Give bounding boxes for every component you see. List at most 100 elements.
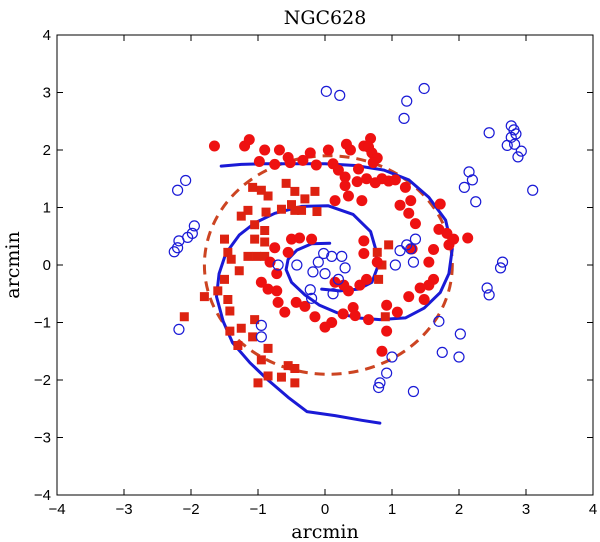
red-square-point (310, 186, 320, 196)
red-square-point (243, 205, 253, 215)
red-square-point (256, 185, 266, 195)
blue-open-circle-point (173, 235, 185, 247)
blue-open-circle-point (436, 346, 448, 358)
red-circle-point (403, 207, 415, 219)
blue-open-circle-point (188, 220, 200, 232)
blue-open-circle-point (494, 262, 507, 274)
blue-open-circle-point (409, 233, 422, 245)
blue-open-circle-point (401, 239, 413, 251)
blue-open-circle-point (418, 82, 430, 95)
red-circle-point (310, 159, 322, 171)
blue-open-circle-point (320, 85, 332, 97)
blue-open-circle-point (501, 139, 513, 151)
red-circle-point (389, 174, 401, 186)
red-square-point (261, 207, 271, 217)
red-square-point (290, 186, 300, 196)
red-square-point (312, 207, 322, 217)
x-tick-label: 3 (522, 501, 530, 518)
red-circle-point (294, 232, 306, 244)
red-square-point (380, 312, 390, 322)
blue-open-circle-point (312, 256, 324, 268)
chart-title: NGC628 (284, 7, 367, 29)
y-tick-label: 2 (43, 142, 51, 159)
red-square-point (213, 286, 223, 296)
red-circle-point (363, 314, 375, 326)
red-circle-point (448, 233, 460, 245)
blue-open-circle-point (433, 315, 445, 327)
red-circle-point (208, 140, 220, 152)
red-circle-point (279, 306, 291, 318)
red-circle-point (273, 144, 285, 156)
red-square-point (290, 205, 300, 215)
red-circle-point (329, 195, 341, 207)
blue-open-circle-point (509, 138, 521, 150)
red-square-point (263, 343, 273, 353)
red-square-point (233, 341, 243, 350)
y-tick-label: −4 (34, 487, 51, 504)
blue-open-circle-point (327, 288, 339, 300)
ellipse-fit-dashed (202, 154, 454, 376)
red-circle-point (322, 144, 334, 156)
red-square-point (283, 361, 293, 371)
plot-frame (56, 34, 594, 496)
blue-open-circle-point (398, 112, 410, 124)
blue-open-circle-point (180, 174, 192, 187)
red-circle-point (371, 256, 383, 268)
blue-open-circle-point (389, 259, 401, 271)
blue-open-circle-point (306, 292, 318, 304)
red-square-point (225, 306, 235, 316)
y-tick-label: 0 (43, 257, 51, 274)
red-circle-point (299, 300, 311, 312)
y-tick-label: 1 (43, 200, 51, 217)
y-tick-label: 4 (43, 27, 51, 44)
blue-open-circle-point (470, 196, 482, 208)
blue-open-circle-point (172, 184, 184, 196)
red-square-point (263, 371, 273, 381)
red-square-point (290, 378, 300, 388)
blue-open-circle-point (168, 246, 180, 258)
red-circle-point (462, 232, 474, 244)
blue-open-circle-point (307, 266, 319, 278)
x-tick-label: 4 (589, 501, 597, 518)
blue-open-circle-point (255, 319, 267, 331)
red-circle-point (253, 156, 265, 167)
tick-marks (56, 34, 594, 496)
red-circle-point (342, 285, 354, 297)
red-circle-point (353, 163, 364, 175)
blue-open-circle-point (304, 284, 316, 296)
red-square-point (297, 205, 307, 215)
red-square-point (225, 326, 235, 336)
red-square-point (290, 364, 300, 373)
red-square-point (236, 211, 246, 221)
red-circle-point (381, 325, 393, 337)
red-circle-point (414, 282, 426, 294)
red-circle-point (309, 311, 321, 323)
red-square-point (236, 323, 246, 333)
red-circle-point (286, 233, 297, 245)
blue-open-circle-point (332, 273, 344, 285)
blue-open-circle-point (481, 282, 493, 294)
red-square-point (300, 194, 310, 204)
red-circle-point (365, 133, 377, 144)
red-circle-point (434, 198, 446, 210)
red-circle-point (342, 190, 354, 202)
red-circle-point (339, 180, 351, 192)
blue-open-circle-point (172, 242, 184, 254)
blue-open-circle-point (374, 377, 386, 389)
red-circle-point (272, 296, 284, 308)
red-square-point (234, 266, 244, 276)
red-circle-point (376, 345, 388, 357)
red-circle-point (269, 242, 281, 254)
x-tick-label: 0 (321, 501, 329, 518)
red-circle-point (358, 248, 370, 259)
red-circle-point (262, 283, 274, 295)
red-circle-point (361, 173, 373, 185)
red-circle-point (418, 294, 430, 305)
red-square-point (250, 315, 260, 325)
blue-open-circle-point (483, 127, 495, 139)
red-circle-point (381, 299, 393, 311)
blue-open-circle-point (483, 289, 495, 301)
red-circle-point (306, 233, 318, 245)
x-axis-label: arcmin (291, 521, 358, 542)
red-circle-point (297, 154, 309, 166)
